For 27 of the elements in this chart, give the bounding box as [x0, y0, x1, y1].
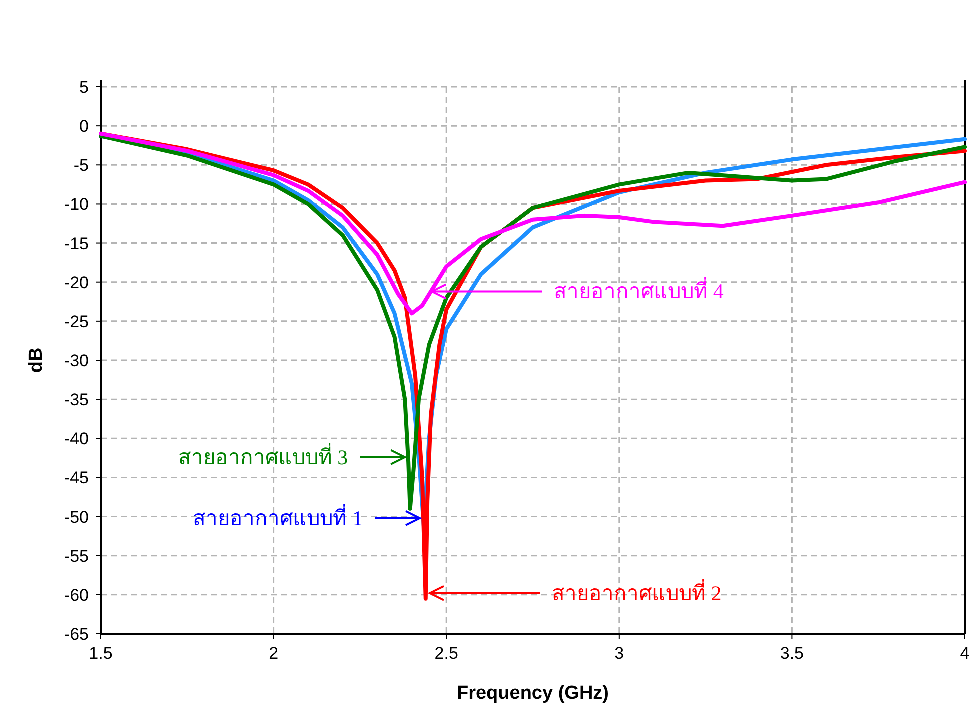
x-tick-label: 3.5: [780, 644, 804, 663]
x-tick-label: 4: [960, 644, 970, 663]
x-tick-label: 2: [269, 644, 279, 663]
annotation: สายอากาศแบบที่ 4: [554, 276, 724, 304]
y-axis-title: dB: [26, 348, 47, 374]
x-tick-label: 3: [614, 644, 624, 663]
y-tick-label: -20: [64, 273, 89, 292]
y-tick-label: -5: [74, 156, 89, 176]
y-tick-label: -55: [64, 546, 89, 566]
y-tick-label: -35: [64, 390, 89, 410]
y-tick-label: -30: [64, 352, 89, 370]
annotation: สายอากาศแบบที่ 1: [193, 503, 363, 530]
x-axis-title: Frequency (GHz): [456, 683, 610, 704]
y-tick-label: -40: [64, 430, 89, 449]
x-tick-label: 2.5: [434, 644, 458, 663]
y-tick-label: 0: [80, 117, 89, 136]
y-tick-label: -60: [64, 586, 89, 605]
annotation: สายอากาศแบบที่ 2: [552, 578, 722, 606]
y-tick-label: -15: [64, 234, 89, 254]
y-tick-label: 5: [80, 78, 89, 97]
y-tick-label: -25: [64, 312, 89, 332]
annotation: สายอากาศแบบที่ 3: [178, 442, 348, 470]
y-tick-label: -50: [64, 508, 89, 527]
x-tick-label: 1.5: [89, 644, 113, 663]
y-tick-label: -65: [64, 625, 89, 644]
y-tick-label: -10: [64, 195, 89, 214]
y-tick-label: -45: [64, 468, 89, 488]
